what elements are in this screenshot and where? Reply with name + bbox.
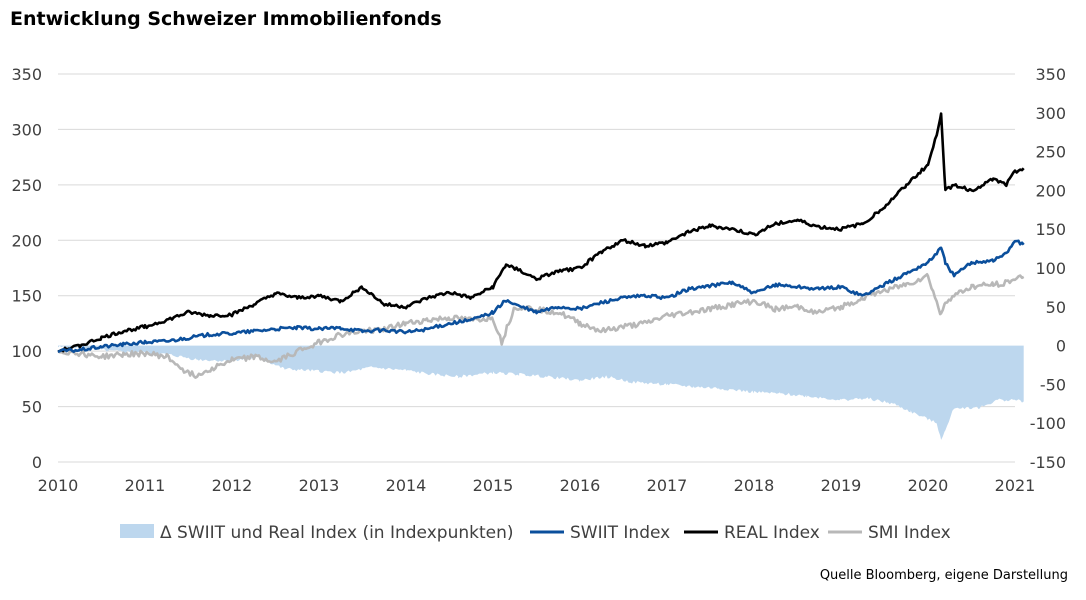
series-real-line bbox=[57, 112, 1025, 353]
y-right-tick-label: 350 bbox=[1035, 65, 1066, 84]
source-note: Quelle Bloomberg, eigene Darstellung bbox=[819, 568, 1068, 583]
x-tick-label: 2017 bbox=[647, 476, 688, 495]
y-left-tick-label: 150 bbox=[11, 287, 42, 306]
series-delta-area bbox=[58, 345, 1024, 440]
gridlines bbox=[58, 73, 1015, 463]
y-left-tick-label: 0 bbox=[32, 453, 42, 472]
chart-title: Entwicklung Schweizer Immobilienfonds bbox=[10, 8, 442, 30]
x-tick-label: 2014 bbox=[386, 476, 427, 495]
legend-item-smi: SMI Index bbox=[868, 523, 951, 543]
y-right-tick-label: -150 bbox=[1030, 453, 1066, 472]
y-right-tick-label: 200 bbox=[1035, 181, 1066, 200]
y-right-tick-label: 300 bbox=[1035, 104, 1066, 123]
y-left-tick-label: 300 bbox=[11, 120, 42, 139]
delta-area-layer bbox=[58, 345, 1024, 440]
y-left-tick-label: 50 bbox=[22, 398, 42, 417]
x-tick-label: 2013 bbox=[299, 476, 340, 495]
x-tick-label: 2020 bbox=[908, 476, 949, 495]
x-tick-label: 2016 bbox=[560, 476, 601, 495]
legend-item-delta: Δ SWIIT und Real Index (in Indexpunkten) bbox=[160, 523, 514, 543]
x-tick-label: 2012 bbox=[212, 476, 253, 495]
legend: Δ SWIIT und Real Index (in Indexpunkten)… bbox=[120, 523, 951, 543]
y-right-tick-label: -50 bbox=[1040, 375, 1066, 394]
series-lines-layer bbox=[57, 112, 1025, 379]
y-right-tick-label: 100 bbox=[1035, 259, 1066, 278]
y-left-tick-label: 200 bbox=[11, 231, 42, 250]
x-tick-label: 2015 bbox=[473, 476, 514, 495]
x-tick-label: 2010 bbox=[38, 476, 79, 495]
x-tick-label: 2011 bbox=[125, 476, 166, 495]
y-right-tick-label: 50 bbox=[1046, 298, 1066, 317]
legend-swatch bbox=[120, 524, 154, 538]
axis-labels-layer: 0 50 100 150 200 250 300 350 -150 -100 -50 0 50 100 15… bbox=[11, 65, 1066, 495]
legend-item-real: REAL Index bbox=[724, 523, 820, 543]
x-tick-label: 2021 bbox=[995, 476, 1036, 495]
y-right-tick-label: 0 bbox=[1056, 337, 1066, 356]
series-swiit-line bbox=[57, 239, 1025, 354]
y-left-tick-label: 100 bbox=[11, 342, 42, 361]
legend-item-swiit: SWIIT Index bbox=[570, 523, 670, 543]
y-right-tick-label: -100 bbox=[1030, 414, 1066, 433]
y-left-tick-label: 250 bbox=[11, 176, 42, 195]
y-right-tick-label: 250 bbox=[1035, 143, 1066, 162]
y-right-tick-label: 150 bbox=[1035, 220, 1066, 239]
series-smi-line bbox=[57, 273, 1025, 379]
x-tick-label: 2019 bbox=[821, 476, 862, 495]
y-left-tick-label: 350 bbox=[11, 65, 42, 84]
x-tick-label: 2018 bbox=[734, 476, 775, 495]
